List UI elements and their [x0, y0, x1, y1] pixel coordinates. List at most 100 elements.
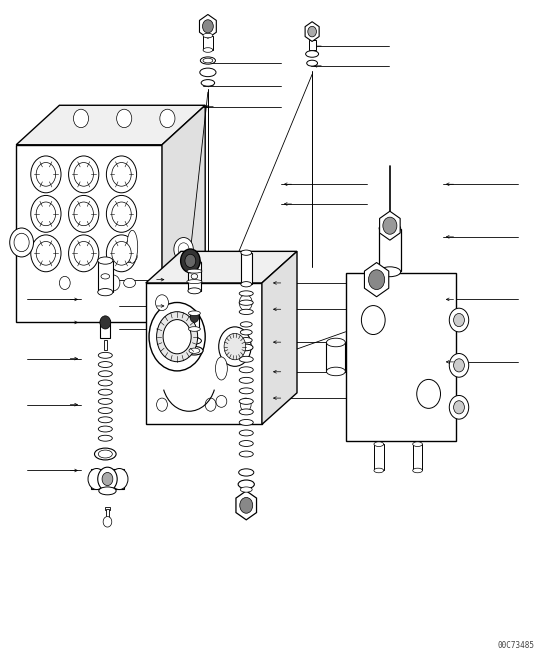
Circle shape — [69, 235, 99, 272]
Ellipse shape — [374, 442, 383, 446]
Circle shape — [454, 401, 464, 414]
Ellipse shape — [240, 344, 253, 351]
Ellipse shape — [187, 338, 201, 344]
Circle shape — [156, 295, 168, 311]
Circle shape — [112, 241, 131, 265]
Ellipse shape — [306, 51, 319, 57]
Ellipse shape — [240, 487, 252, 492]
Circle shape — [74, 241, 93, 265]
Circle shape — [160, 109, 175, 128]
Circle shape — [107, 275, 120, 291]
Polygon shape — [364, 263, 389, 297]
Circle shape — [240, 398, 251, 411]
Circle shape — [454, 313, 464, 326]
Ellipse shape — [203, 47, 213, 53]
Ellipse shape — [239, 291, 253, 296]
Circle shape — [74, 202, 93, 226]
Ellipse shape — [98, 436, 112, 442]
Polygon shape — [236, 491, 256, 520]
Circle shape — [202, 20, 213, 33]
Ellipse shape — [122, 251, 137, 263]
Circle shape — [368, 270, 384, 290]
Ellipse shape — [101, 274, 110, 279]
Ellipse shape — [98, 399, 112, 405]
Ellipse shape — [239, 468, 254, 476]
Ellipse shape — [188, 311, 200, 315]
Bar — [413, 444, 422, 470]
Ellipse shape — [124, 278, 136, 288]
Ellipse shape — [239, 300, 253, 305]
Ellipse shape — [240, 338, 252, 343]
Ellipse shape — [413, 468, 422, 472]
Bar — [100, 320, 110, 338]
Ellipse shape — [239, 409, 253, 415]
Circle shape — [106, 195, 137, 232]
Ellipse shape — [326, 367, 346, 376]
Ellipse shape — [239, 357, 253, 362]
Ellipse shape — [188, 259, 201, 265]
Ellipse shape — [239, 430, 253, 436]
Ellipse shape — [189, 348, 200, 353]
Bar — [105, 507, 110, 511]
Polygon shape — [199, 14, 217, 38]
Polygon shape — [16, 105, 205, 145]
Ellipse shape — [239, 309, 253, 315]
Bar — [379, 228, 401, 271]
Circle shape — [205, 398, 216, 411]
Bar — [374, 444, 383, 470]
Ellipse shape — [239, 399, 253, 405]
Polygon shape — [346, 273, 456, 441]
Bar — [203, 36, 213, 50]
Circle shape — [361, 305, 385, 334]
Circle shape — [383, 217, 397, 234]
Circle shape — [239, 295, 252, 311]
Ellipse shape — [200, 68, 216, 77]
Ellipse shape — [98, 371, 112, 376]
Circle shape — [190, 312, 199, 322]
Polygon shape — [262, 251, 297, 424]
Ellipse shape — [379, 267, 401, 276]
Ellipse shape — [188, 288, 201, 293]
Ellipse shape — [98, 353, 112, 359]
Ellipse shape — [98, 389, 112, 395]
Circle shape — [98, 467, 117, 491]
Ellipse shape — [188, 327, 200, 332]
Circle shape — [74, 163, 93, 186]
Circle shape — [112, 163, 131, 186]
Circle shape — [178, 243, 189, 256]
Circle shape — [163, 320, 191, 354]
Bar — [241, 253, 252, 284]
Ellipse shape — [203, 59, 213, 63]
Ellipse shape — [200, 57, 215, 64]
Ellipse shape — [239, 388, 253, 394]
Ellipse shape — [307, 61, 318, 66]
Circle shape — [36, 241, 56, 265]
Ellipse shape — [239, 367, 253, 373]
Circle shape — [240, 497, 253, 513]
Ellipse shape — [379, 223, 401, 233]
Circle shape — [157, 398, 167, 411]
Bar — [190, 313, 199, 329]
Circle shape — [308, 26, 316, 37]
Ellipse shape — [239, 378, 253, 384]
Ellipse shape — [201, 80, 215, 86]
Bar — [106, 509, 109, 521]
Circle shape — [417, 380, 441, 409]
Circle shape — [69, 156, 99, 193]
Circle shape — [449, 395, 469, 419]
Ellipse shape — [99, 487, 116, 495]
Bar — [98, 261, 113, 292]
Circle shape — [112, 202, 131, 226]
Ellipse shape — [239, 420, 253, 426]
Text: 00C73485: 00C73485 — [497, 641, 535, 650]
Ellipse shape — [241, 282, 252, 287]
Circle shape — [224, 334, 246, 360]
Polygon shape — [305, 22, 319, 41]
Ellipse shape — [239, 451, 253, 457]
Circle shape — [185, 254, 195, 267]
Ellipse shape — [186, 346, 203, 355]
Ellipse shape — [374, 468, 383, 472]
Polygon shape — [162, 105, 205, 322]
Ellipse shape — [238, 480, 254, 489]
Circle shape — [36, 163, 56, 186]
